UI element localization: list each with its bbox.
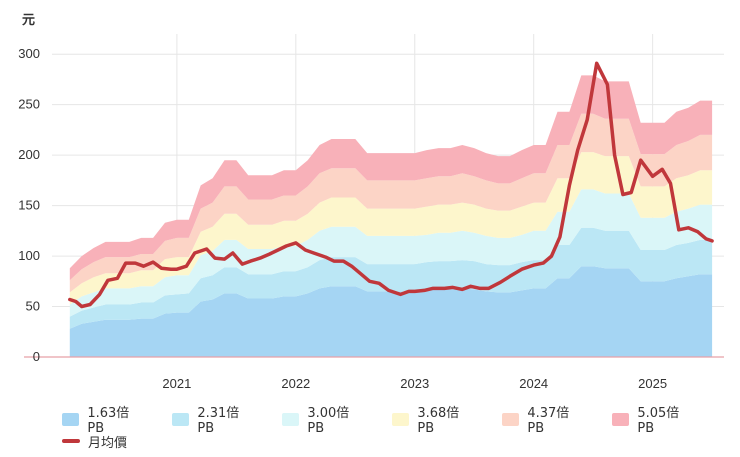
legend-item-pb-5[interactable]: 4.37倍PB	[502, 402, 584, 436]
y-tick-label: 200	[18, 147, 40, 162]
legend-label: 4.37倍PB	[527, 406, 570, 436]
legend-row-price: 月均價	[62, 430, 722, 452]
y-unit-label: 元	[22, 13, 35, 28]
legend-label: 1.63倍PB	[87, 406, 130, 436]
pb-band-4	[69, 152, 713, 305]
legend-swatch	[62, 412, 80, 426]
legend-item-pb-1[interactable]: 1.63倍PB	[62, 402, 144, 436]
legend-item-pb-4[interactable]: 3.68倍PB	[392, 402, 474, 436]
price-line-group	[68, 61, 714, 309]
price-line	[68, 61, 714, 309]
y-tick-label: 100	[18, 248, 40, 263]
pb-band-5	[69, 113, 713, 293]
legend-swatch	[612, 412, 630, 426]
pb-band-1	[69, 266, 713, 357]
x-tick-label: 2023	[400, 376, 429, 391]
pb-band-3	[69, 189, 713, 317]
y-tick-label: 0	[33, 349, 40, 364]
x-tick-label: 2022	[281, 376, 310, 391]
legend-item-price[interactable]: 月均價	[62, 432, 127, 451]
legend-label: 月均價	[88, 435, 128, 451]
y-tick-label: 250	[18, 97, 40, 112]
axes: 0 50 100 150 200 250 300 2021 2022 2023 2024 2025	[18, 46, 724, 391]
pb-bands	[69, 75, 713, 357]
legend-label: 2.31倍PB	[197, 406, 240, 436]
x-tick-label: 2025	[638, 376, 667, 391]
legend-item-pb-2[interactable]: 2.31倍PB	[172, 402, 254, 436]
x-tick-label: 2024	[519, 376, 548, 391]
y-tick-label: 300	[18, 46, 40, 61]
legend-swatch	[172, 412, 190, 426]
legend-item-pb-3[interactable]: 3.00倍PB	[282, 402, 364, 436]
legend-row-bands: 1.63倍PB 2.31倍PB 3.00倍PB 3.68倍PB 4.37倍PB …	[62, 406, 722, 436]
legend-swatch	[502, 412, 520, 426]
legend-item-pb-6[interactable]: 5.05倍PB	[612, 402, 694, 436]
y-tick-label: 50	[26, 299, 40, 314]
pb-band-6	[69, 75, 713, 281]
legend-swatch	[392, 412, 410, 426]
pb-band-chart: 元 0 50 100 150 200 250 300 2021 2022 2023 2024 2025	[18, 13, 724, 391]
y-tick-label: 150	[18, 198, 40, 213]
legend: 1.63倍PB 2.31倍PB 3.00倍PB 3.68倍PB 4.37倍PB …	[62, 406, 722, 452]
legend-swatch	[282, 412, 300, 426]
legend-label: 5.05倍PB	[637, 406, 680, 436]
legend-line-swatch	[62, 439, 80, 443]
legend-label: 3.68倍PB	[417, 406, 460, 436]
x-tick-label: 2021	[162, 376, 191, 391]
legend-label: 3.00倍PB	[307, 406, 350, 436]
